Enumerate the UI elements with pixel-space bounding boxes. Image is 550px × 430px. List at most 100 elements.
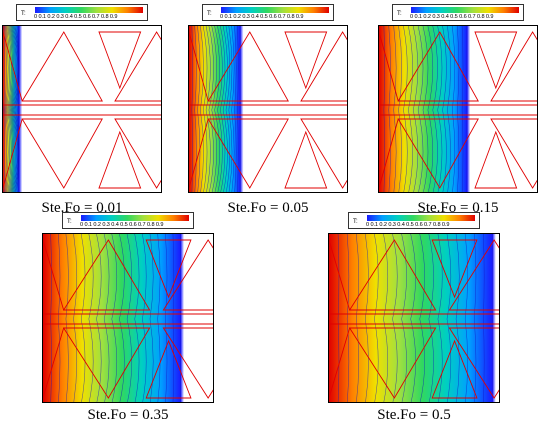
isoline: [7, 26, 12, 192]
isoline: [393, 26, 397, 192]
isoline: [446, 234, 452, 402]
isoline: [234, 26, 237, 192]
isoline: [4, 26, 7, 192]
fin-outline: [300, 31, 347, 102]
color-legend: T: 0 0.1 0.2 0.3 0.4 0.5 0.6 0.7 0.8 0.9: [62, 212, 194, 229]
contour-svg: [329, 234, 499, 402]
legend-ticks: 0 0.1 0.2 0.3 0.4 0.5 0.6 0.7 0.8 0.9: [366, 222, 450, 228]
fin-outline: [98, 130, 142, 189]
panel-ste-fo-0-05: T: 0 0.1 0.2 0.3 0.4 0.5 0.6 0.7 0.8 0.9…: [188, 4, 350, 224]
isoline: [126, 234, 133, 402]
isoline: [412, 26, 419, 192]
isoline: [191, 26, 193, 192]
isoline: [208, 26, 214, 192]
temperature-contour-plot: [42, 233, 214, 403]
legend-ticks: 0 0.1 0.2 0.3 0.4 0.5 0.6 0.7 0.8 0.9: [410, 14, 494, 20]
isoline: [205, 26, 211, 192]
temperature-field: [329, 234, 499, 402]
isoline: [427, 26, 434, 192]
isoline: [388, 26, 391, 192]
isoline: [374, 234, 379, 402]
isoline: [428, 234, 434, 402]
legend-ticks: 0 0.1 0.2 0.3 0.4 0.5 0.6 0.7 0.8 0.9: [80, 222, 164, 228]
contour-svg: [379, 26, 537, 192]
isoline: [214, 26, 220, 192]
isoline: [383, 234, 389, 402]
isoline: [222, 26, 228, 192]
isoline: [134, 234, 140, 402]
fin-outline: [379, 31, 399, 189]
isoline: [103, 234, 110, 402]
color-legend: T: 0 0.1 0.2 0.3 0.4 0.5 0.6 0.7 0.8 0.9: [348, 212, 480, 229]
fin-outline: [431, 339, 478, 399]
legend-label: T:: [207, 11, 212, 17]
isoline: [437, 26, 443, 192]
temperature-contour-plot: [188, 25, 348, 193]
fin-outline: [397, 118, 479, 189]
isoline: [217, 26, 223, 192]
color-legend: T: 0 0.1 0.2 0.3 0.4 0.5 0.6 0.7 0.8 0.9: [202, 4, 334, 21]
isoline: [65, 234, 69, 402]
fin-outline: [114, 118, 161, 189]
isoline: [337, 234, 340, 402]
isoline: [483, 234, 485, 402]
isoline: [6, 26, 11, 192]
fin-outline: [348, 239, 437, 311]
isoline: [456, 26, 460, 192]
isoline: [5, 26, 9, 192]
fin-outline: [490, 31, 537, 102]
isoline: [12, 26, 18, 192]
fin-outline: [62, 327, 151, 399]
isoline: [9, 26, 16, 192]
isoline: [473, 234, 477, 402]
isoline: [464, 234, 468, 402]
legend-colorbar: [411, 7, 519, 13]
fin-outline: [43, 313, 213, 325]
fin-outline: [379, 104, 537, 116]
isoline: [197, 26, 201, 192]
fin-outline: [62, 239, 151, 311]
legend-label: T:: [67, 219, 72, 225]
isoline: [8, 26, 13, 192]
fin-outline: [189, 31, 209, 189]
isoline: [231, 26, 235, 192]
isoline: [15, 26, 19, 192]
isoline: [408, 26, 413, 192]
isoline: [228, 26, 233, 192]
isoline: [3, 26, 6, 192]
isoline: [365, 234, 369, 402]
isoline: [392, 234, 398, 402]
isoline: [10, 26, 17, 192]
fin-outline: [329, 239, 351, 399]
legend-colorbar: [221, 7, 329, 13]
legend-label: T:: [353, 219, 358, 225]
isoline: [398, 26, 403, 192]
isoline: [432, 26, 438, 192]
isoline: [194, 26, 197, 192]
contour-svg: [43, 234, 213, 402]
temperature-contour-plot: [328, 233, 500, 403]
fin-outline: [207, 31, 289, 102]
fin-outline: [21, 31, 103, 102]
temperature-field: [43, 234, 213, 402]
fin-outline: [329, 313, 499, 325]
isoline: [410, 234, 416, 402]
fin-outline: [300, 118, 347, 189]
fin-outline: [162, 239, 213, 311]
contour-svg: [189, 26, 347, 192]
isoline: [442, 26, 447, 192]
isoline: [14, 26, 19, 192]
isoline: [165, 234, 168, 402]
isoline: [355, 234, 359, 402]
temperature-field: [189, 26, 347, 192]
fin-outline: [397, 31, 479, 102]
isoline: [452, 26, 456, 192]
isoline: [58, 234, 61, 402]
fin-outline: [162, 327, 213, 399]
temperature-field: [3, 26, 161, 192]
legend-label: T:: [397, 11, 402, 17]
fin-outline: [145, 239, 192, 299]
fin-outline: [474, 31, 518, 90]
fin-outline: [284, 130, 328, 189]
fin-outline: [348, 327, 437, 399]
